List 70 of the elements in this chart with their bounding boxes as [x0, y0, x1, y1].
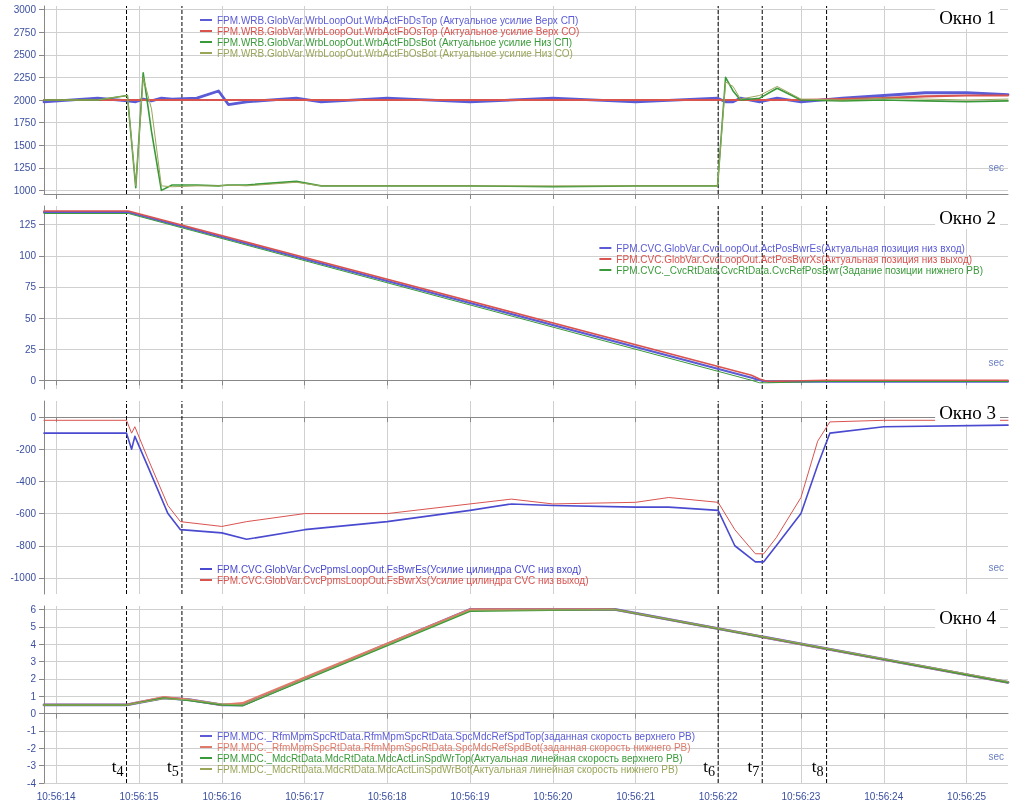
x-tick-label: 10:56:14: [36, 790, 77, 802]
y-tick-label: 2: [30, 673, 37, 685]
ref-line-label: t$_{7}$: [747, 757, 760, 782]
y-tick-label: -400: [15, 475, 37, 487]
x-tick-label: 10:56:16: [202, 790, 242, 802]
y-tick-label: 125: [19, 219, 37, 231]
x-tick-label: 10:56:22: [698, 790, 739, 802]
x-axis-title: sec: [988, 750, 1004, 762]
legend-label: FPM.CVC._CvcRtData.CvcRtData.CvcRefPosBwr(Задание позиции нижнего РВ): [616, 264, 984, 276]
chart-title: Окно 1: [939, 7, 996, 28]
y-tick-label: -2: [27, 742, 37, 754]
y-tick-label: -200: [15, 443, 37, 455]
x-tick-label: 10:56:25: [947, 790, 987, 802]
legend-label: FPM.WRB.GlobVar.WrbLoopOut.WrbActFbDsTop (Актуальное усилие Верх СП): [217, 14, 579, 26]
chart-title: Окно 3: [939, 402, 996, 423]
y-tick-label: 50: [24, 312, 37, 324]
y-tick-label: 0: [30, 708, 37, 720]
legend-label: FPM.MDC._MdcRtData.MdcRtData.MdcActLinSpdWrBot(Актуальная линейная скорость нижнего РВ): [217, 763, 679, 775]
x-tick-label: 10:56:20: [533, 790, 573, 802]
legend-label: FPM.MDC._RfmMpmSpcRtData.RfmMpmSpcRtData.SpcMdcRefSpdTop(заданная скорость верхнего РВ): [217, 730, 696, 742]
x-tick-label: 10:56:24: [864, 790, 904, 802]
legend-label: FPM.CVC.GlobVar.CvcPpmsLoopOut.FsBwrXs(Усилие цилиндра CVC низ выход): [217, 574, 589, 586]
legend-label: FPM.WRB.GlobVar.WrbLoopOut.WrbActFbOsTop (Актуальное усилие Верх СО): [217, 25, 580, 37]
legend-label: FPM.CVC.GlobVar.CvcLoopOut.ActPosBwrEs(Актуальная позиция низ вход): [616, 242, 965, 254]
x-axis-title: sec: [988, 161, 1004, 173]
ref-line-label: t$_{4}$: [111, 757, 124, 782]
y-tick-label: 1: [30, 690, 37, 702]
y-tick-label: -1: [27, 725, 37, 737]
y-tick-label: 6: [30, 603, 37, 615]
ref-line-label: t$_{5}$: [167, 757, 179, 782]
x-tick-label: 10:56:15: [119, 790, 159, 802]
y-tick-label: 25: [24, 343, 37, 355]
y-tick-label: 4: [30, 638, 37, 650]
y-tick-label: 3: [30, 656, 37, 668]
legend-label: FPM.MDC._RfmMpmSpcRtData.RfmMpmSpcRtData.SpcMdcRefSpdBot(заданная скорость нижнего РВ): [217, 741, 691, 753]
y-tick-label: -3: [27, 760, 37, 772]
x-tick-label: 10:56:19: [450, 790, 490, 802]
legend-label: FPM.MDC._MdcRtData.MdcRtData.MdcActLinSpdWrTop(Актуальная линейная скорость верхнего РВ): [217, 752, 683, 764]
ref-line-label: t$_{8}$: [811, 757, 824, 782]
x-tick-label: 10:56:18: [367, 790, 408, 802]
y-tick-label: 2750: [13, 26, 37, 38]
legend-label: FPM.WRB.GlobVar.WrbLoopOut.WrbActFbDsBot (Актуальное усилие Низ СП): [217, 36, 572, 48]
y-tick-label: 3000: [13, 4, 37, 16]
chart-title: Окно 2: [939, 207, 996, 228]
y-tick-label: 100: [19, 250, 37, 262]
y-tick-label: 2250: [13, 71, 37, 83]
y-tick-label: -1000: [10, 572, 37, 584]
y-tick-label: 1250: [13, 162, 37, 174]
x-axis-title: sec: [988, 561, 1004, 573]
legend-label: FPM.CVC.GlobVar.CvcLoopOut.ActPosBwrXs(Актуальная позиция низ выход): [616, 253, 973, 265]
x-tick-label: 10:56:17: [285, 790, 325, 802]
x-tick-label: 10:56:21: [616, 790, 656, 802]
legend-label: FPM.WRB.GlobVar.WrbLoopOut.WrbActFbOsBot (Актуальное усилие Низ СО): [217, 47, 573, 59]
y-tick-label: -4: [27, 777, 37, 789]
y-tick-label: 1000: [13, 184, 37, 196]
x-axis-title: sec: [988, 356, 1004, 368]
ref-line-label: t$_{6}$: [703, 757, 716, 782]
y-tick-label: 0: [30, 411, 37, 423]
y-tick-label: 2000: [13, 94, 37, 106]
y-tick-label: 5: [30, 621, 37, 633]
y-tick-label: 75: [24, 281, 37, 293]
y-tick-label: 2500: [13, 49, 37, 61]
legend-label: FPM.CVC.GlobVar.CvcPpmsLoopOut.FsBwrEs(Усилие цилиндра CVC низ вход): [217, 563, 582, 575]
y-tick-label: 0: [30, 374, 37, 386]
y-tick-label: 1500: [13, 139, 37, 151]
chart-title: Окно 4: [939, 607, 997, 628]
y-tick-label: -600: [15, 508, 37, 520]
y-tick-label: 1750: [13, 117, 37, 129]
x-tick-label: 10:56:23: [781, 790, 821, 802]
y-tick-label: -800: [15, 540, 37, 552]
